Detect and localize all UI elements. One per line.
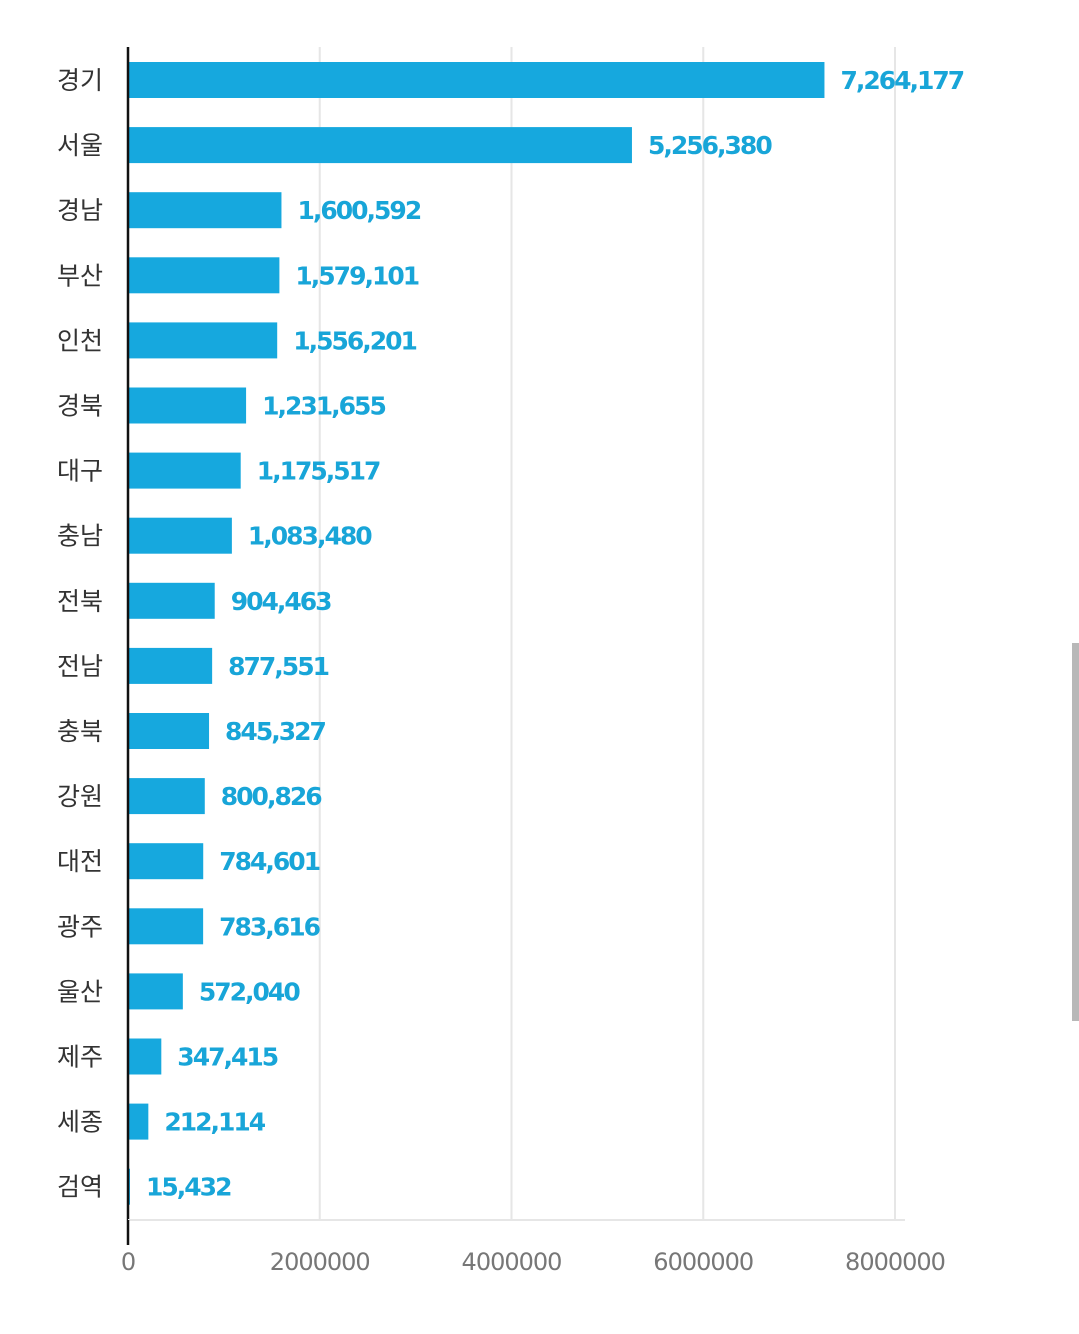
value-label-11: 800,826: [221, 782, 322, 811]
bar-15[interactable]: [128, 1038, 162, 1075]
labels: 경기 7,264,177 서울 5,256,380 경남 1,600,592 부산 1,579…: [57, 66, 966, 1276]
bar-8[interactable]: [128, 582, 215, 619]
bar-5[interactable]: [128, 387, 247, 424]
category-label-10: 충북: [57, 717, 103, 746]
bar-10[interactable]: [128, 713, 210, 749]
value-label-9: 877,551: [228, 652, 328, 681]
value-label-2: 1,600,592: [297, 196, 420, 225]
category-label-0: 경기: [57, 66, 103, 95]
grid-lines: [318, 47, 896, 1220]
category-label-3: 부산: [57, 261, 103, 290]
bar-13[interactable]: [128, 908, 204, 945]
x-tick-label-2: 4000000: [462, 1248, 562, 1276]
x-tick-label-1: 2000000: [270, 1248, 370, 1276]
bar-2[interactable]: [128, 192, 282, 229]
x-tick-label-3: 6000000: [653, 1248, 753, 1276]
category-label-13: 광주: [57, 912, 103, 941]
axes: [126, 47, 905, 1245]
value-label-5: 1,231,655: [262, 392, 385, 421]
bar-9[interactable]: [128, 647, 213, 684]
value-label-15: 347,415: [177, 1043, 277, 1072]
category-label-8: 전북: [57, 587, 103, 616]
bar-4[interactable]: [128, 322, 278, 359]
value-label-17: 15,432: [146, 1173, 231, 1202]
bar-1[interactable]: [128, 127, 632, 164]
category-label-2: 경남: [57, 196, 103, 225]
x-tick-label-4: 8000000: [845, 1248, 945, 1276]
value-label-16: 212,114: [164, 1108, 265, 1137]
value-label-6: 1,175,517: [257, 457, 380, 486]
value-label-0: 7,264,177: [840, 66, 963, 95]
bar-16[interactable]: [128, 1103, 149, 1140]
value-label-1: 5,256,380: [648, 131, 772, 160]
bar-3[interactable]: [128, 257, 280, 294]
value-label-10: 845,327: [225, 717, 325, 746]
bar-0[interactable]: [128, 62, 825, 98]
value-label-3: 1,579,101: [295, 261, 418, 290]
category-label-6: 대구: [57, 457, 103, 486]
value-label-8: 904,463: [231, 587, 331, 616]
value-label-14: 572,040: [199, 977, 300, 1006]
value-label-13: 783,616: [219, 912, 320, 941]
value-label-12: 784,601: [219, 847, 319, 876]
category-label-11: 강원: [57, 782, 103, 811]
category-label-16: 세종: [57, 1108, 103, 1137]
value-label-4: 1,556,201: [293, 326, 416, 355]
category-label-5: 경북: [57, 392, 103, 421]
scrollbar-thumb[interactable]: [1072, 643, 1079, 1021]
category-label-15: 제주: [57, 1043, 103, 1072]
category-label-4: 인천: [57, 326, 103, 355]
bar-12[interactable]: [128, 843, 204, 880]
bar-7[interactable]: [128, 517, 232, 554]
bar-6[interactable]: [128, 452, 241, 489]
bar-14[interactable]: [128, 973, 183, 1010]
value-label-7: 1,083,480: [248, 522, 372, 551]
category-label-14: 울산: [57, 977, 103, 1006]
category-label-1: 서울: [57, 131, 103, 160]
bars: [128, 62, 825, 1205]
category-label-9: 전남: [57, 652, 103, 681]
category-label-7: 충남: [57, 522, 103, 551]
category-label-17: 검역: [57, 1173, 103, 1202]
bar-11[interactable]: [128, 778, 205, 815]
category-label-12: 대전: [57, 847, 103, 876]
x-tick-label-0: 0: [121, 1248, 135, 1276]
